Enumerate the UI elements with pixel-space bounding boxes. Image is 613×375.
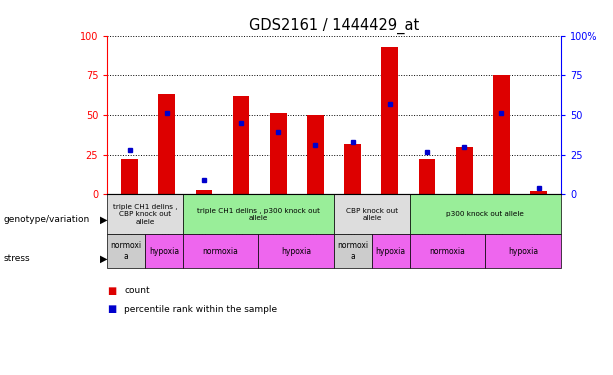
Title: GDS2161 / 1444429_at: GDS2161 / 1444429_at <box>249 18 419 34</box>
Bar <box>196 190 212 194</box>
Bar <box>233 96 249 194</box>
Text: hypoxia: hypoxia <box>149 247 179 256</box>
Bar <box>409 234 485 268</box>
Text: normoxi
a: normoxi a <box>110 241 142 261</box>
Bar <box>158 94 175 194</box>
Bar <box>372 234 409 268</box>
Text: ▶: ▶ <box>100 214 107 224</box>
Text: genotype/variation: genotype/variation <box>3 215 89 224</box>
Text: hypoxia: hypoxia <box>281 247 311 256</box>
Bar <box>259 234 334 268</box>
Bar <box>345 144 361 194</box>
Bar <box>419 159 435 194</box>
Bar <box>381 47 398 194</box>
Bar <box>183 234 259 268</box>
Text: triple CH1 delins , p300 knock out
allele: triple CH1 delins , p300 knock out allel… <box>197 207 320 221</box>
Bar <box>409 194 561 234</box>
Bar <box>183 194 334 234</box>
Bar <box>493 75 510 194</box>
Bar <box>530 191 547 194</box>
Bar <box>121 159 138 194</box>
Bar <box>456 147 473 194</box>
Bar <box>145 234 183 268</box>
Bar <box>485 234 561 268</box>
Bar <box>107 234 145 268</box>
Text: normoxia: normoxia <box>430 247 465 256</box>
Text: CBP knock out
allele: CBP knock out allele <box>346 207 398 221</box>
Bar <box>334 194 409 234</box>
Text: percentile rank within the sample: percentile rank within the sample <box>124 305 278 314</box>
Text: ▶: ▶ <box>100 254 107 264</box>
Text: hypoxia: hypoxia <box>376 247 406 256</box>
Text: hypoxia: hypoxia <box>508 247 538 256</box>
Bar <box>307 115 324 194</box>
Text: ■: ■ <box>107 286 116 296</box>
Text: normoxia: normoxia <box>203 247 238 256</box>
Bar <box>107 194 183 234</box>
Text: triple CH1 delins ,
CBP knock out
allele: triple CH1 delins , CBP knock out allele <box>113 204 177 225</box>
Text: ■: ■ <box>107 304 116 314</box>
Bar <box>334 234 372 268</box>
Text: p300 knock out allele: p300 knock out allele <box>446 211 524 217</box>
Bar <box>270 113 287 194</box>
Text: count: count <box>124 286 150 295</box>
Text: normoxi
a: normoxi a <box>337 241 368 261</box>
Text: stress: stress <box>3 254 29 263</box>
